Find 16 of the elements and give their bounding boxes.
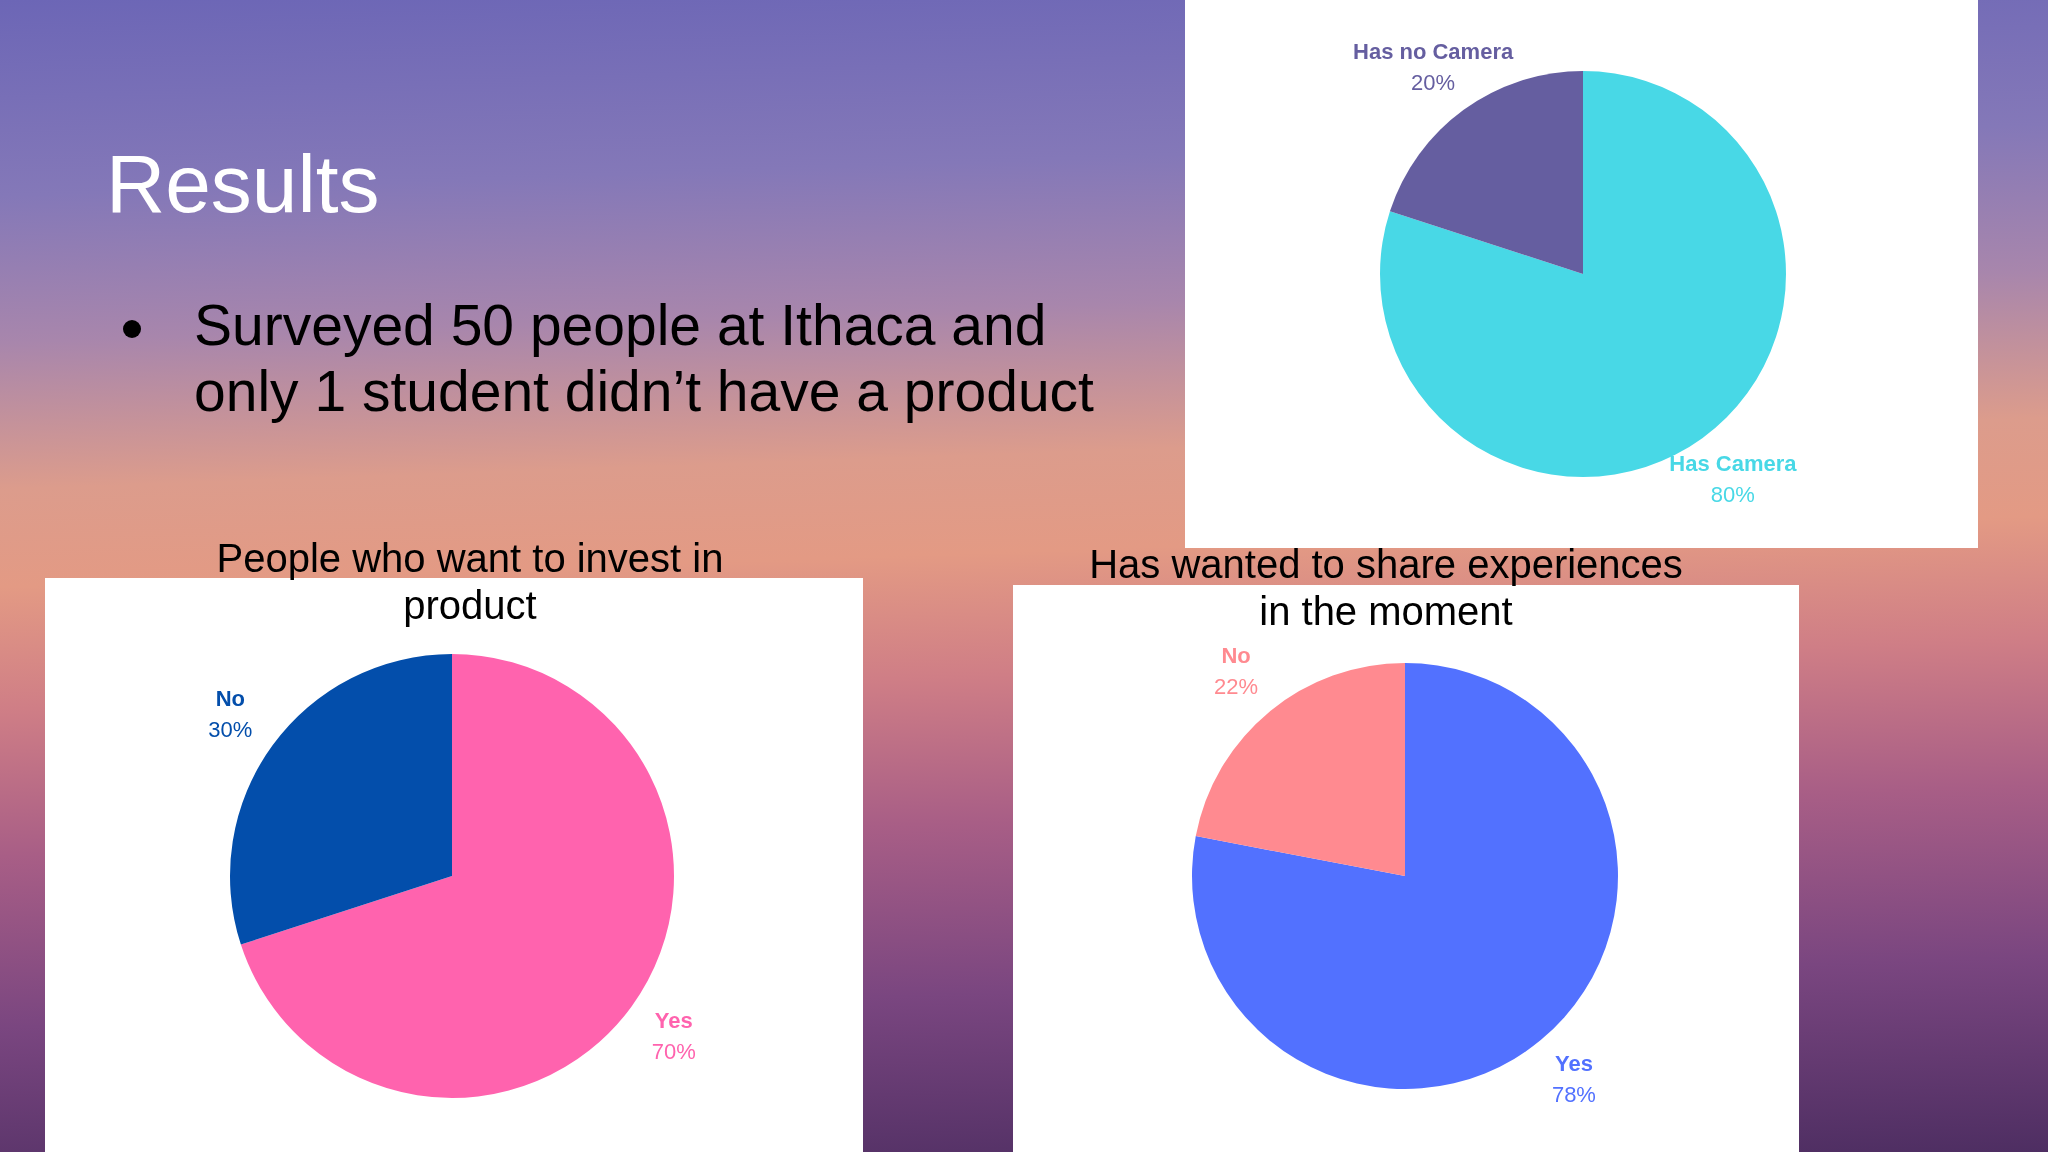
text: Surveyed 50 people at Ithaca and only 1 student didn’t have a product (194, 292, 1095, 424)
chart-title: Has wanted to share experiences in the moment (1088, 541, 1684, 635)
slice-label: No (1221, 642, 1251, 668)
slice-label: No (215, 686, 245, 712)
slice-label: Yes (1554, 1051, 1593, 1077)
data-label: 22% (1214, 673, 1259, 699)
data-label: 80% (1710, 482, 1755, 508)
slice-label: Has Camera (1669, 451, 1798, 477)
slice-label: Has no Camera (1353, 38, 1514, 64)
chart-title: People who want to invest in product (215, 535, 725, 629)
data-label: 70% (651, 1039, 696, 1065)
text: Results (106, 138, 380, 229)
slice-label: Yes (654, 1008, 693, 1034)
data-label: 78% (1551, 1082, 1596, 1108)
data-label: 20% (1411, 69, 1456, 95)
data-label: 30% (208, 717, 253, 743)
